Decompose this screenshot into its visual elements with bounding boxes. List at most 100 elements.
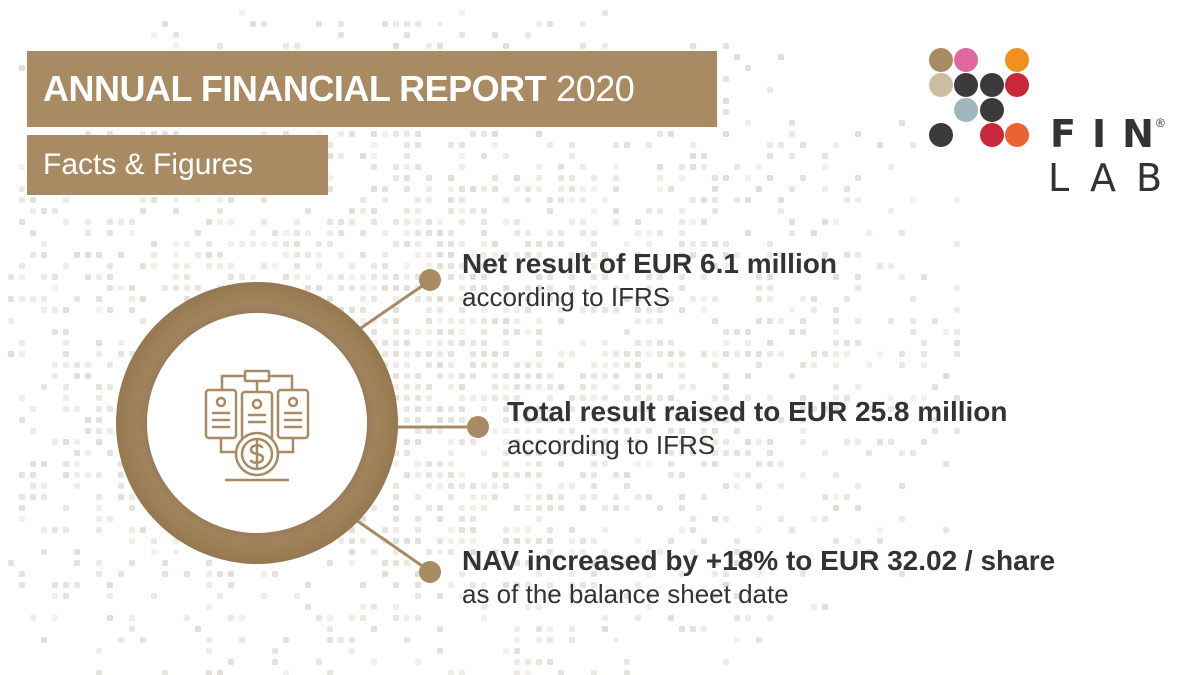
background-dot [85,373,91,379]
background-dot [415,472,421,478]
background-dot [536,164,542,170]
background-dot [41,461,47,467]
background-dot [657,340,663,346]
background-dot [283,670,289,675]
background-dot [756,571,762,577]
background-dot [569,626,575,632]
background-dot [602,615,608,621]
background-dot [19,395,25,401]
background-dot [63,593,69,599]
background-dot [767,175,773,181]
background-dot [767,615,773,621]
background-dot [580,373,586,379]
background-dot [591,230,597,236]
fact-detail: according to IFRS [462,282,671,312]
background-dot [107,230,113,236]
background-dot [41,274,47,280]
logo-text-lab: LAB [1048,156,1183,200]
background-dot [426,263,432,269]
background-dot [822,351,828,357]
background-dot [932,428,938,434]
background-dot [305,604,311,610]
background-dot [459,164,465,170]
background-dot [96,395,102,401]
background-dot [591,208,597,214]
background-dot [437,351,443,357]
background-dot [426,483,432,489]
background-dot [151,252,157,258]
background-dot [569,252,575,258]
background-dot [415,428,421,434]
background-dot [767,450,773,456]
background-dot [514,527,520,533]
background-dot [635,615,641,621]
background-dot [547,417,553,423]
background-dot [107,582,113,588]
background-dot [833,538,839,544]
background-dot [503,472,509,478]
background-dot [822,560,828,566]
background-dot [943,329,949,335]
background-dot [30,230,36,236]
background-dot [327,615,333,621]
background-dot [899,483,905,489]
background-dot [470,560,476,566]
background-dot [525,428,531,434]
background-dot [877,351,883,357]
background-dot [525,659,531,665]
background-dot [107,219,113,225]
background-dot [855,439,861,445]
background-dot [470,516,476,522]
background-dot [646,549,652,555]
background-dot [272,230,278,236]
background-dot [448,274,454,280]
background-dot [844,252,850,258]
background-dot [514,417,520,423]
background-dot [547,494,553,500]
background-dot [448,197,454,203]
background-dot [701,538,707,544]
background-dot [635,560,641,566]
background-dot [789,230,795,236]
background-dot [173,538,179,544]
background-dot [734,417,740,423]
background-dot [85,230,91,236]
background-dot [547,538,553,544]
background-dot [415,461,421,467]
background-dot [261,263,267,269]
background-dot [503,219,509,225]
background-dot [503,373,509,379]
background-dot [855,538,861,544]
background-dot [921,439,927,445]
logo-dot [954,73,978,97]
background-dot [569,483,575,489]
background-dot [712,362,718,368]
background-dot [679,351,685,357]
background-dot [525,461,531,467]
background-dot [360,307,366,313]
logo-dot [1005,73,1029,97]
background-dot [745,549,751,555]
background-dot [569,593,575,599]
background-dot [910,197,916,203]
background-dot [569,186,575,192]
background-dot [52,329,58,335]
logo-dot [980,123,1004,147]
background-dot [668,593,674,599]
background-dot [470,208,476,214]
background-dot [437,538,443,544]
background-dot [393,340,399,346]
background-dot [855,483,861,489]
background-dot [459,241,465,247]
background-dot [74,373,80,379]
logo-dot [929,123,953,147]
background-dot [811,516,817,522]
background-dot [635,461,641,467]
background-dot [866,406,872,412]
background-dot [272,263,278,269]
background-dot [877,439,883,445]
background-dot [613,208,619,214]
background-dot [74,439,80,445]
background-dot [415,164,421,170]
background-dot [701,296,707,302]
